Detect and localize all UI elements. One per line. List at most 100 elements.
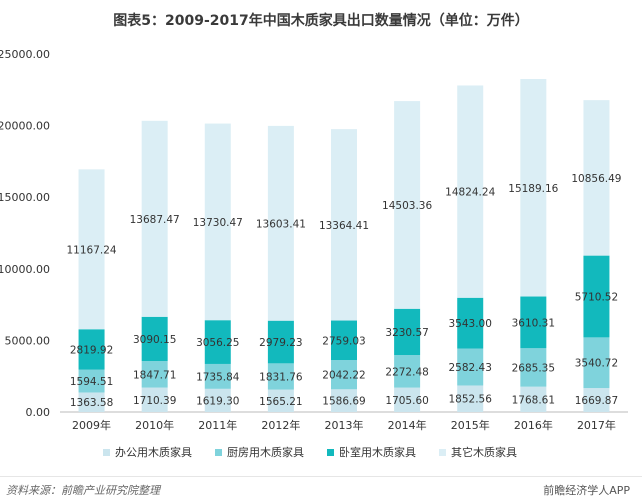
bar-segment (267, 125, 294, 321)
bar-segment (520, 296, 547, 349)
data-label: 2759.03 (322, 335, 365, 347)
bar-segment (520, 386, 547, 412)
x-tick-label: 2013年 (325, 418, 364, 432)
bar-segment (394, 355, 421, 388)
bar-segment (267, 363, 294, 390)
y-tick-label: 20000.00 (0, 120, 50, 133)
data-label: 1669.87 (575, 395, 618, 407)
x-tick-label: 2009年 (72, 418, 111, 432)
data-label: 5710.52 (575, 291, 618, 303)
brand-label: 前瞻经济学人APP (543, 484, 630, 497)
data-label: 3543.00 (449, 318, 492, 330)
data-label: 14503.36 (382, 200, 432, 212)
data-label: 3230.57 (385, 327, 428, 339)
data-label: 1619.30 (196, 395, 239, 407)
data-label: 14824.24 (445, 187, 495, 199)
bar-segment (141, 316, 168, 362)
bar-segment (583, 337, 610, 389)
bar-segment (394, 308, 421, 356)
bar-segment (267, 389, 294, 412)
data-label: 1831.76 (259, 371, 303, 383)
y-tick-label: 10000.00 (0, 263, 50, 276)
bar-segment (394, 101, 421, 309)
bar-segment (583, 388, 610, 412)
bar-segment (520, 348, 547, 387)
x-tick-label: 2011年 (198, 418, 237, 432)
data-label: 2685.35 (512, 362, 555, 374)
data-label: 3090.15 (133, 334, 176, 346)
bar-segment (457, 85, 484, 298)
bar-segment (331, 320, 357, 361)
footer: 资料来源：前瞻产业研究院整理 前瞻经济学人APP (0, 476, 642, 503)
data-label: 1852.56 (449, 394, 493, 406)
bar-segment (204, 320, 231, 364)
data-label: 1847.71 (133, 369, 176, 381)
x-tick-label: 2016年 (514, 418, 553, 432)
data-label: 2819.92 (70, 344, 113, 356)
data-label: 2582.43 (449, 362, 492, 374)
bar-segment (520, 79, 547, 297)
legend-label: 卧室用木质家具 (339, 445, 416, 459)
data-label: 1768.61 (512, 394, 555, 406)
data-label: 13730.47 (193, 217, 243, 229)
legend-label: 其它木质家具 (451, 445, 517, 459)
legend-swatch (215, 449, 222, 456)
legend-label: 厨房用木质家具 (227, 445, 304, 459)
bar-segment (331, 129, 357, 321)
data-label: 2979.23 (259, 337, 302, 349)
y-tick-label: 15000.00 (0, 191, 50, 204)
data-label: 1594.51 (70, 376, 113, 388)
data-label: 1565.21 (259, 396, 302, 408)
bar-segment (583, 255, 610, 338)
bar-segment (331, 389, 357, 412)
data-label: 13687.47 (130, 214, 180, 226)
data-label: 1586.69 (322, 396, 365, 408)
x-tick-label: 2015年 (451, 418, 490, 432)
data-label: 13603.41 (256, 218, 306, 230)
data-label: 3056.25 (196, 337, 239, 349)
bar-segment (141, 387, 168, 412)
legend-swatch (439, 449, 446, 456)
data-label: 11167.24 (67, 244, 117, 256)
x-tick-label: 2010年 (135, 418, 174, 432)
y-tick-label: 25000.00 (0, 48, 50, 61)
data-label: 1705.60 (385, 395, 428, 407)
bar-segment (78, 169, 105, 330)
bar-segment (457, 297, 484, 349)
bar-segment (583, 100, 610, 256)
bar-segment (141, 120, 168, 317)
data-label: 1363.58 (70, 397, 113, 409)
bar-segment (204, 123, 231, 321)
data-label: 1710.39 (133, 395, 176, 407)
data-label: 3540.72 (575, 358, 618, 370)
bar-segment (204, 363, 231, 389)
bar-segment (394, 387, 421, 412)
bar-segment (78, 369, 105, 393)
source-note: 资料来源：前瞻产业研究院整理 (6, 484, 160, 497)
legend-label: 办公用木质家具 (115, 445, 192, 459)
bar-segment (267, 320, 294, 364)
bar-segment (78, 329, 105, 370)
y-tick-label: 0.00 (26, 406, 51, 419)
y-tick-label: 5000.00 (5, 334, 51, 347)
data-label: 1735.84 (196, 371, 240, 383)
x-tick-label: 2017年 (577, 418, 616, 432)
data-label: 2042.22 (322, 370, 365, 382)
bar-segment (457, 348, 484, 386)
legend-swatch (327, 449, 334, 456)
bar-segment (141, 361, 168, 388)
bar-segment (78, 392, 105, 412)
data-label: 15189.16 (508, 183, 558, 195)
data-label: 3610.31 (512, 317, 555, 329)
bar-segment (204, 388, 231, 412)
x-tick-label: 2012年 (261, 418, 300, 432)
bar-segment (457, 385, 484, 412)
chart-title: 图表5：2009-2017年中国木质家具出口数量情况（单位：万件） (113, 13, 529, 29)
legend-swatch (103, 449, 110, 456)
data-label: 10856.49 (571, 173, 621, 185)
data-label: 2272.48 (385, 366, 428, 378)
x-tick-label: 2014年 (388, 418, 427, 432)
bar-segment (331, 360, 357, 390)
